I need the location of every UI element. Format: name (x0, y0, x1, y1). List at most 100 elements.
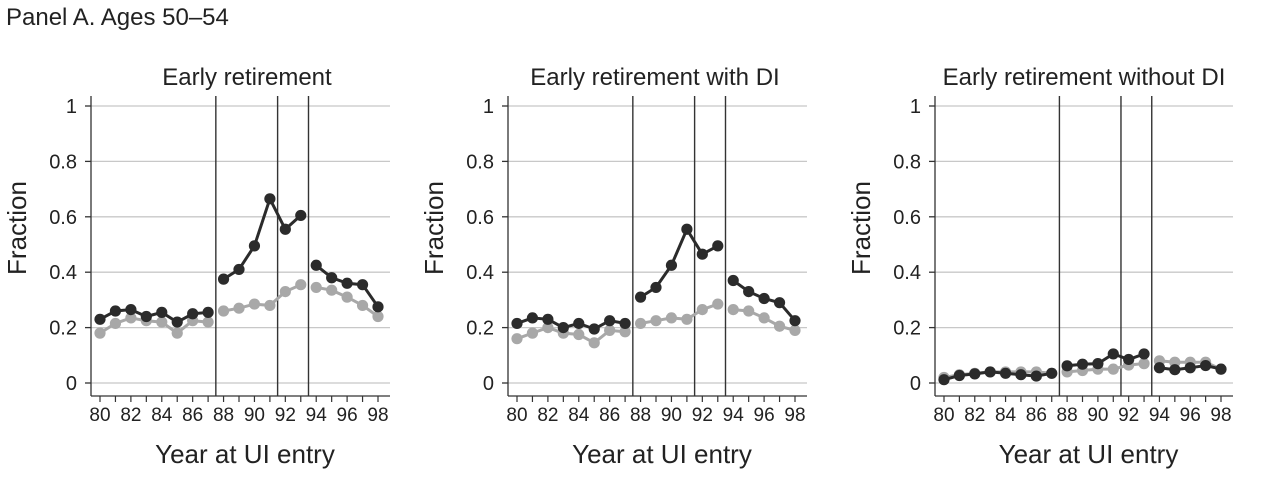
data-point-dark (712, 240, 724, 252)
y-tick-label: 0.8 (466, 151, 494, 173)
x-tick-label: 86 (1026, 405, 1047, 426)
data-point-light (526, 327, 539, 339)
data-point-dark (1169, 364, 1181, 376)
x-tick-label: 94 (306, 405, 328, 426)
data-point-dark (125, 303, 137, 316)
subplot-title: Early retirement (162, 64, 332, 91)
x-tick-label: 84 (151, 405, 173, 426)
x-tick-label: 88 (630, 405, 651, 426)
y-tick-label: 0.4 (893, 262, 921, 284)
data-point-dark (743, 285, 755, 298)
data-point-dark (727, 274, 739, 287)
x-tick-label: 96 (754, 405, 775, 426)
data-point-light (202, 316, 214, 328)
data-point-dark (650, 281, 662, 294)
y-tick-label: 0.2 (49, 318, 77, 340)
x-tick-label: 92 (1118, 405, 1139, 426)
data-point-light (356, 299, 369, 312)
data-point-dark (604, 315, 616, 327)
data-point-dark (171, 316, 183, 328)
data-point-dark (542, 313, 554, 325)
data-point-dark (140, 310, 152, 323)
data-point-light (542, 322, 554, 334)
x-axis-label: Year at UI entry (572, 439, 752, 469)
x-tick-label: 90 (1087, 405, 1108, 426)
subplot-title: Early retirement without DI (943, 64, 1226, 91)
data-point-dark (1092, 358, 1104, 370)
data-point-light (94, 327, 106, 339)
x-tick-label: 98 (1210, 405, 1231, 426)
y-tick-label: 0.6 (893, 207, 921, 229)
data-point-dark (1138, 348, 1150, 360)
data-point-dark (295, 209, 307, 222)
data-point-light (511, 333, 523, 345)
data-point-light (650, 315, 662, 327)
panel-title: Panel A. Ages 50–54 (6, 4, 229, 31)
x-axis-label: Year at UI entry (155, 439, 335, 469)
data-point-light (1138, 358, 1150, 370)
data-point-light (588, 337, 600, 349)
y-tick-label: 0 (910, 373, 921, 395)
data-point-light (326, 284, 338, 296)
data-point-light (758, 312, 770, 324)
x-tick-label: 80 (89, 405, 110, 426)
data-point-dark (999, 367, 1012, 379)
data-point-dark (310, 259, 322, 271)
x-tick-label: 86 (599, 405, 620, 426)
data-point-light (109, 317, 122, 330)
data-point-light (573, 328, 585, 341)
data-point-dark (279, 223, 291, 235)
x-tick-label: 90 (244, 405, 265, 426)
y-tick-label: 0.4 (466, 262, 494, 284)
data-point-dark (326, 272, 338, 284)
subplot-early-retirement-without-di: Early retirement without DI 0 0.2 0.4 0.6 0.8… (846, 64, 1233, 469)
data-point-light (372, 310, 384, 323)
x-tick-label: 98 (367, 405, 388, 426)
data-point-light (1107, 363, 1119, 375)
y-tick-label: 0.6 (49, 207, 77, 229)
data-point-light (773, 320, 786, 332)
data-point-dark (1107, 348, 1119, 360)
data-point-dark (372, 301, 384, 313)
data-point-dark (1046, 367, 1058, 379)
x-tick-label: 88 (1057, 405, 1078, 426)
y-tick-label: 0.2 (466, 318, 494, 340)
data-point-dark (696, 248, 708, 260)
data-point-dark (109, 305, 122, 317)
data-point-dark (1123, 353, 1135, 366)
y-tick-label: 0.8 (49, 151, 77, 173)
data-point-dark (264, 193, 276, 205)
x-tick-label: 96 (337, 405, 358, 426)
y-axis-label: Fraction (846, 181, 876, 275)
data-point-dark (1030, 370, 1042, 382)
data-point-dark (356, 279, 369, 291)
data-point-dark (526, 312, 539, 324)
x-tick-label: 98 (784, 405, 805, 426)
x-tick-label: 82 (964, 405, 985, 426)
data-point-dark (984, 366, 996, 378)
data-point-light (619, 326, 631, 338)
data-point-light (341, 291, 353, 303)
data-point-dark (588, 323, 600, 335)
data-point-light (217, 305, 230, 317)
x-tick-label: 88 (213, 405, 234, 426)
data-point-light (125, 312, 137, 324)
data-point-dark (248, 240, 261, 252)
y-tick-label: 1 (483, 96, 494, 118)
data-point-dark (1215, 363, 1227, 375)
x-tick-label: 94 (1149, 405, 1171, 426)
data-point-dark (789, 315, 801, 327)
y-tick-label: 0.8 (893, 151, 921, 173)
x-tick-label: 82 (537, 405, 558, 426)
data-point-dark (1200, 359, 1212, 372)
data-point-dark (557, 322, 569, 334)
data-point-dark (1015, 369, 1027, 381)
x-tick-label: 84 (995, 405, 1017, 426)
data-point-dark (953, 369, 965, 382)
data-point-light (233, 302, 245, 314)
y-tick-label: 0.4 (49, 262, 77, 284)
y-tick-label: 0.2 (893, 318, 921, 340)
subplot-title: Early retirement with DI (530, 64, 779, 91)
data-point-dark (187, 308, 199, 320)
